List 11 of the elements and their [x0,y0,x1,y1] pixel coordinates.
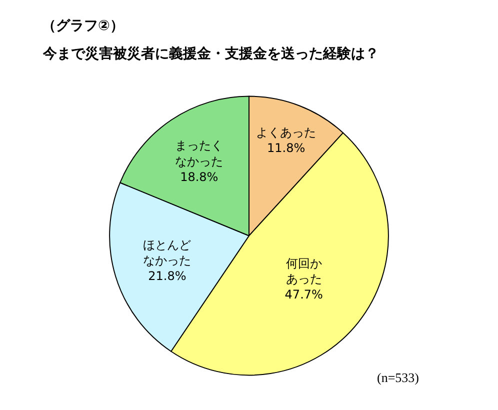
chart-subtitle: 今まで災害被災者に義援金・支援金を送った経験は？ [42,45,379,62]
data-label: 21.8% [148,269,186,284]
slice-label: ほとんどなかった [143,238,192,268]
chart-title: （グラフ②） [42,18,124,34]
data-label: 47.7% [284,288,323,302]
slice-label: よくあった [256,126,316,140]
slice-label: まったくなかった [175,138,224,168]
data-label: 18.8% [180,170,218,184]
text: (n=533) [377,370,419,385]
data-label: 11.8% [266,141,306,156]
slice-label: 何回かあった [286,256,322,286]
